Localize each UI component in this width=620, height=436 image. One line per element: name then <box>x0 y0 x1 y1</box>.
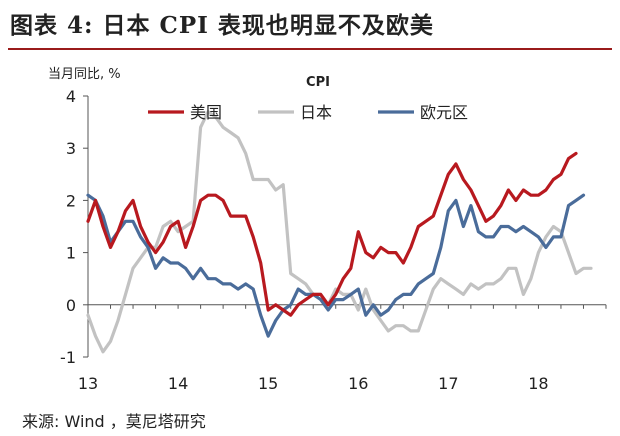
figure-title: 图表 4: 日本 CPI 表现也明显不及欧美 <box>10 12 434 39</box>
y-axis-label: 当月同比, % <box>48 67 121 82</box>
x-tick-label: 18 <box>528 374 548 393</box>
chart-title: CPI <box>306 75 330 90</box>
legend-label-1: 日本 <box>300 103 332 122</box>
series-lines <box>86 110 593 354</box>
series-line-2 <box>86 193 586 338</box>
y-tick-label: 2 <box>66 191 76 210</box>
y-tick-label: -1 <box>60 348 76 367</box>
x-tick-label: 13 <box>78 374 98 393</box>
title-rule <box>8 48 612 50</box>
x-tick-label: 16 <box>348 374 368 393</box>
x-tick-label: 15 <box>258 374 278 393</box>
x-tick-label: 14 <box>168 374 188 393</box>
y-tick-label: 4 <box>66 87 76 106</box>
legend: 美国 日本 欧元区 <box>148 103 468 122</box>
legend-label-0: 美国 <box>190 103 222 122</box>
cpi-line-chart: 当月同比, % CPI -1 0 1 2 3 4 13 14 15 16 17 18 美国 日本 欧元区 <box>48 67 607 393</box>
legend-label-2: 欧元区 <box>420 103 468 122</box>
series-line-0 <box>86 151 578 317</box>
y-tick-label: 3 <box>66 139 76 158</box>
series-line-1 <box>86 110 593 354</box>
y-tick-label: 1 <box>66 244 76 263</box>
x-tick-label: 17 <box>438 374 458 393</box>
y-tick-label: 0 <box>66 296 76 315</box>
source-note: 来源: Wind ，莫尼塔研究 <box>22 412 206 431</box>
